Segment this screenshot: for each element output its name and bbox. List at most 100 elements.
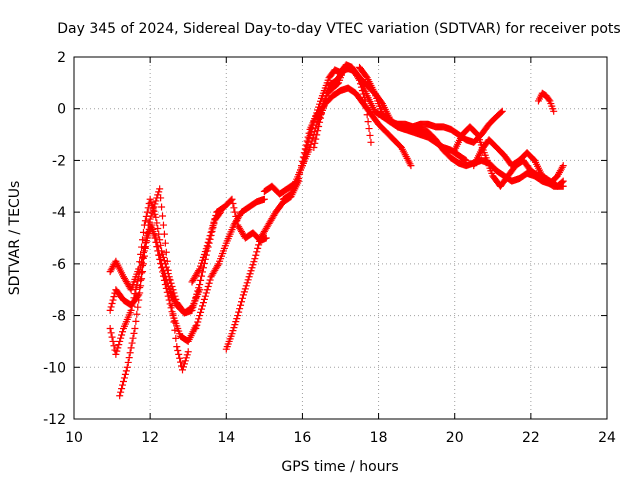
data-point xyxy=(106,325,114,332)
data-point xyxy=(118,385,126,393)
data-point xyxy=(163,288,171,296)
y-tick-label: 2 xyxy=(57,50,66,66)
data-point xyxy=(238,294,246,302)
data-point xyxy=(122,367,130,375)
data-point xyxy=(248,264,256,272)
data-point xyxy=(147,198,155,206)
data-point xyxy=(241,285,249,293)
y-tick-label: 0 xyxy=(57,102,66,118)
data-point xyxy=(182,354,190,362)
data-point xyxy=(145,218,153,226)
data-point xyxy=(131,325,139,332)
data-point xyxy=(195,315,203,323)
data-point xyxy=(151,234,159,242)
y-tick-labels: -12 -10 -8 -6 -4 -2 0 2 xyxy=(43,50,66,428)
data-point xyxy=(193,321,201,329)
data-point xyxy=(192,325,200,332)
data-point xyxy=(229,327,237,335)
data-point xyxy=(130,294,138,302)
data-point xyxy=(197,276,205,284)
data-point xyxy=(117,388,125,396)
data-point xyxy=(161,239,169,247)
data-point xyxy=(129,334,137,342)
data-point xyxy=(198,302,206,310)
data-point xyxy=(117,334,125,342)
y-tick-label: -12 xyxy=(43,412,66,428)
data-point xyxy=(317,114,325,122)
y-tick-label: -4 xyxy=(52,205,66,221)
data-point xyxy=(126,349,134,357)
data-point xyxy=(165,275,173,283)
data-point xyxy=(109,337,117,345)
data-point xyxy=(152,238,160,246)
data-point xyxy=(204,238,212,246)
data-point xyxy=(110,342,118,350)
data-point xyxy=(364,118,372,126)
series-track-6 xyxy=(188,195,270,286)
data-point xyxy=(173,343,181,351)
data-point xyxy=(228,330,236,338)
data-point xyxy=(141,244,149,252)
data-point xyxy=(168,302,176,310)
series-track-5 xyxy=(192,195,268,332)
data-point xyxy=(324,85,332,93)
data-point xyxy=(497,108,505,116)
data-point xyxy=(295,175,303,183)
data-point xyxy=(155,188,163,196)
x-tick-label: 10 xyxy=(65,430,83,446)
data-point xyxy=(160,276,168,284)
data-point xyxy=(133,281,141,289)
data-point xyxy=(260,195,268,203)
data-point xyxy=(129,298,137,306)
x-axis-title: GPS time / hours xyxy=(281,459,398,475)
data-point xyxy=(161,281,169,289)
x-tick-label: 16 xyxy=(294,430,312,446)
y-axis-title: SDTVAR / TECUs xyxy=(7,181,23,296)
data-point xyxy=(121,370,129,378)
data-point xyxy=(366,131,374,139)
data-point xyxy=(233,217,241,225)
data-point xyxy=(232,318,240,326)
data-point xyxy=(124,358,132,366)
data-point xyxy=(150,230,158,238)
data-point xyxy=(172,334,180,342)
data-point xyxy=(175,350,183,358)
data-point xyxy=(253,248,261,256)
data-point xyxy=(134,277,142,285)
data-point xyxy=(231,208,239,216)
data-point xyxy=(132,285,140,293)
data-point xyxy=(238,298,246,306)
data-point xyxy=(166,284,174,292)
x-tick-labels: 10 12 14 16 18 20 22 24 xyxy=(65,430,616,446)
data-point xyxy=(109,296,117,304)
data-point xyxy=(302,141,310,149)
series-track-12 xyxy=(356,63,506,146)
data-point xyxy=(365,125,373,133)
data-point xyxy=(321,96,329,104)
data-point xyxy=(296,170,304,178)
data-point xyxy=(229,200,237,208)
data-point xyxy=(152,213,160,221)
data-point xyxy=(200,295,208,303)
data-point xyxy=(169,310,177,318)
data-point xyxy=(209,222,217,230)
data-point xyxy=(183,351,191,359)
data-point xyxy=(155,251,163,259)
data-point xyxy=(231,321,239,329)
data-point xyxy=(157,194,165,202)
data-point xyxy=(154,225,162,233)
data-point xyxy=(249,261,257,269)
data-point xyxy=(198,305,206,313)
data-point xyxy=(119,378,127,386)
data-point xyxy=(311,139,319,147)
data-point xyxy=(240,288,248,296)
data-point xyxy=(153,243,161,251)
data-point xyxy=(310,144,318,151)
data-point xyxy=(242,282,250,290)
data-point xyxy=(143,208,151,216)
data-point xyxy=(171,326,179,334)
data-point xyxy=(198,272,206,280)
data-point xyxy=(246,270,254,278)
series-track-3 xyxy=(106,221,200,358)
data-point xyxy=(473,130,481,138)
